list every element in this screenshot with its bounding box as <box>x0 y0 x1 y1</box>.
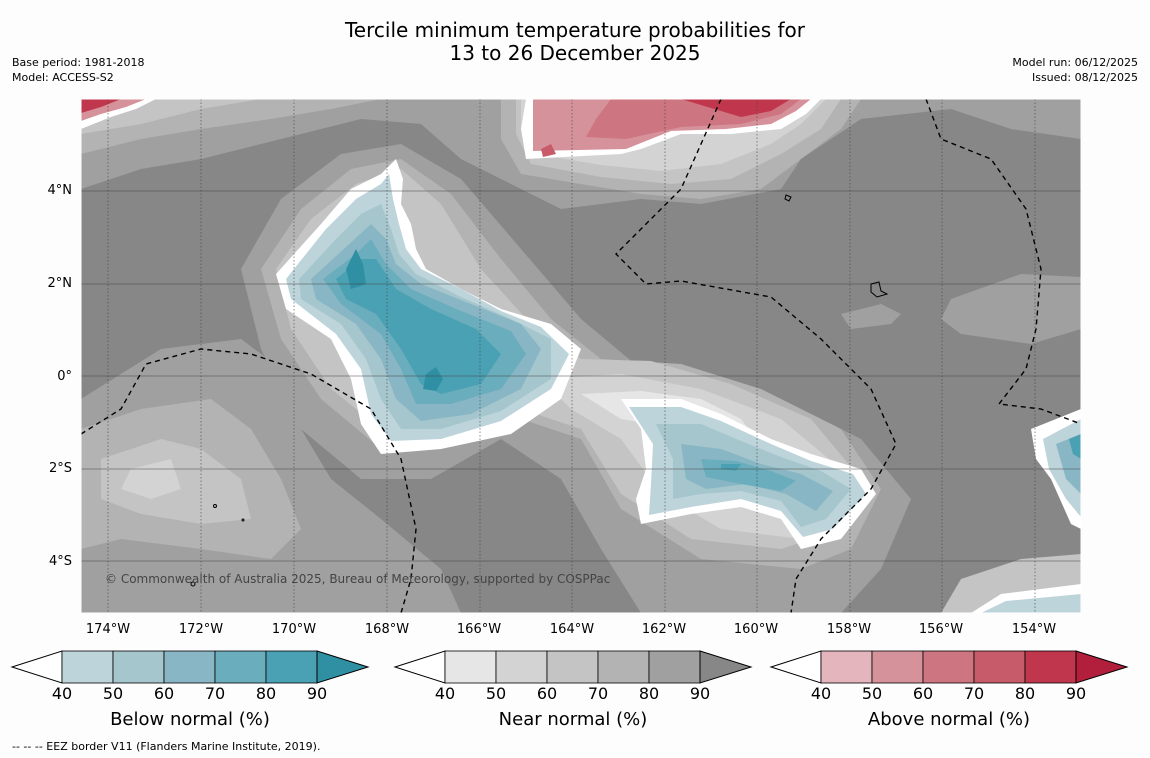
colorbar-1-segment-3 <box>597 650 650 684</box>
colorbar-2-tick-0: 40 <box>810 684 832 703</box>
colorbar-0-tick-3: 70 <box>204 684 226 703</box>
grid-lines <box>81 190 1081 562</box>
colorbar-0-tick-5: 90 <box>306 684 328 703</box>
cb-near-high-arrow <box>699 650 753 684</box>
above-80-top-left <box>81 99 121 113</box>
colorbar-1-tick-5: 90 <box>689 684 711 703</box>
colorbar-0-tick-2: 60 <box>153 684 175 703</box>
meridian-lines <box>107 99 1036 613</box>
title-line-1: Tercile minimum temperature probabilitie… <box>344 18 806 42</box>
colorbar-2-tick-2: 60 <box>912 684 934 703</box>
meta-left: Base period: 1981-2018 Model: ACCESS-S2 <box>12 55 144 85</box>
cb-below-high-arrow <box>316 650 370 684</box>
islands <box>190 194 889 587</box>
lon-label-162w: 162°W <box>641 622 687 637</box>
colorbar-0-segment-4 <box>265 650 318 684</box>
meta-right: Model run: 06/12/2025 Issued: 08/12/2025 <box>1012 55 1138 85</box>
colorbar-below <box>10 650 370 684</box>
cb-near-low-arrow <box>393 650 446 684</box>
near-80-small <box>841 304 901 329</box>
colorbar-0-segment-2 <box>163 650 216 684</box>
colorbar-0-segment-0 <box>61 650 114 684</box>
model-name: Model: ACCESS-S2 <box>12 71 114 84</box>
lon-label-174w: 174°W <box>85 622 131 637</box>
colorbar-0-tick-1: 50 <box>102 684 124 703</box>
lon-label-164w: 164°W <box>549 622 595 637</box>
below-80-west <box>336 259 501 394</box>
lon-label-160w: 160°W <box>733 622 779 637</box>
colorbar-1-tick-4: 80 <box>638 684 660 703</box>
above-80-top-centre <box>681 99 791 117</box>
colorbar-2-tick-1: 50 <box>861 684 883 703</box>
colorbar-0-segment-1 <box>112 650 165 684</box>
copyright-text: © Commonwealth of Australia 2025, Bureau… <box>105 572 610 586</box>
cb-below-low-arrow <box>10 650 63 684</box>
above-70-small-patch <box>541 144 556 157</box>
colorbar-near-label: Near normal (%) <box>498 709 648 730</box>
lat-label-4n: 4°N <box>47 183 73 198</box>
colorbar-2-tick-4: 80 <box>1014 684 1036 703</box>
colorbar-0-tick-4: 80 <box>255 684 277 703</box>
cb-above-high-arrow <box>1075 650 1129 684</box>
lon-label-170w: 170°W <box>271 622 317 637</box>
lon-label-154w: 154°W <box>1011 622 1057 637</box>
model-run: Model run: 06/12/2025 <box>1012 56 1138 69</box>
lat-label-2n: 2°N <box>47 276 73 291</box>
below-90-west-a <box>346 249 366 289</box>
colorbar-2-segment-3 <box>973 650 1026 684</box>
base-period: Base period: 1981-2018 <box>12 56 145 69</box>
lon-label-166w: 166°W <box>456 622 502 637</box>
lat-label-4s: 4°S <box>48 554 72 569</box>
lon-label-156w: 156°W <box>918 622 964 637</box>
colorbar-1-segment-1 <box>495 650 548 684</box>
colorbar-above <box>769 650 1129 684</box>
title-line-2: 13 to 26 December 2025 <box>449 41 701 65</box>
colorbar-1-segment-0 <box>444 650 497 684</box>
lon-label-158w: 158°W <box>826 622 872 637</box>
map-title: Tercile minimum temperature probabilitie… <box>0 19 1150 65</box>
eez-borders <box>81 99 1081 613</box>
colorbar-2-tick-3: 70 <box>963 684 985 703</box>
colorbar-1-tick-0: 40 <box>434 684 456 703</box>
colorbar-2-tick-5: 90 <box>1065 684 1087 703</box>
cb-above-low-arrow <box>769 650 822 684</box>
colorbar-2-segment-0 <box>820 650 873 684</box>
lat-label-2s: 2°S <box>48 461 72 476</box>
lon-label-172w: 172°W <box>178 622 224 637</box>
colorbar-near <box>393 650 753 684</box>
colorbar-2-segment-1 <box>871 650 924 684</box>
colorbar-below-label: Below normal (%) <box>110 709 270 730</box>
below-40-bottom-right <box>981 594 1081 613</box>
colorbar-1-segment-2 <box>546 650 599 684</box>
issued-date: Issued: 08/12/2025 <box>1031 71 1138 84</box>
colorbar-above-label: Above normal (%) <box>867 709 1031 730</box>
colorbar-1-tick-1: 50 <box>485 684 507 703</box>
colorbar-1-tick-2: 60 <box>536 684 558 703</box>
colorbar-0-tick-0: 40 <box>51 684 73 703</box>
lat-label-0: 0° <box>57 369 72 384</box>
colorbar-2-segment-4 <box>1024 650 1077 684</box>
lon-label-168w: 168°W <box>364 622 410 637</box>
eez-footnote: -- -- -- EEZ border V11 (Flanders Marine… <box>12 740 321 753</box>
colorbar-0-segment-3 <box>214 650 267 684</box>
below-80-east <box>1069 434 1081 459</box>
probability-map: © Commonwealth of Australia 2025, Bureau… <box>81 99 1081 613</box>
colorbar-2-segment-2 <box>922 650 975 684</box>
colorbar-1-segment-4 <box>648 650 701 684</box>
near-80-right <box>941 274 1081 344</box>
colorbar-1-tick-3: 70 <box>587 684 609 703</box>
below-90-west-b <box>423 367 443 391</box>
